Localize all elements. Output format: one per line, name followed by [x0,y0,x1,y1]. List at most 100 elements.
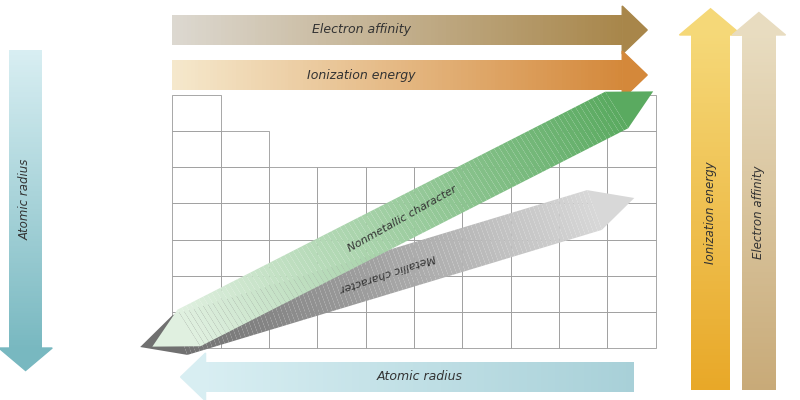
Bar [742,372,775,375]
Polygon shape [479,221,498,262]
Polygon shape [422,183,449,222]
Polygon shape [481,153,508,192]
Bar [356,60,360,90]
Polygon shape [426,181,453,220]
Bar [494,362,498,392]
Bar [270,362,274,392]
Polygon shape [181,353,206,400]
Bar [592,60,596,90]
Bar [691,221,730,224]
Bar [430,362,434,392]
Bar [608,362,612,392]
Polygon shape [454,229,474,270]
Bar [9,263,42,266]
Bar [206,362,210,392]
Bar [9,320,42,323]
Bar [398,362,402,392]
Bar [691,289,730,292]
Bar [607,95,655,131]
Bar [691,141,730,144]
Bar [742,76,775,79]
Bar [691,266,730,269]
Bar [600,15,604,45]
Bar [742,301,775,304]
Polygon shape [455,166,482,204]
Bar [366,312,414,348]
Bar [172,95,221,131]
Bar [9,92,42,95]
Bar [742,174,775,177]
Polygon shape [562,111,590,150]
Bar [691,346,730,348]
Polygon shape [207,292,234,331]
Bar [742,186,775,189]
Bar [622,362,626,392]
Bar [742,118,775,121]
Bar [292,60,296,90]
Bar [221,276,269,312]
Polygon shape [430,236,449,278]
Polygon shape [276,282,295,324]
Bar [9,137,42,140]
Bar [558,15,562,45]
Bar [526,362,530,392]
Polygon shape [251,290,270,331]
Bar [9,323,42,326]
Bar [419,362,423,392]
Bar [510,60,514,90]
Bar [9,154,42,157]
Bar [581,60,585,90]
Bar [484,362,487,392]
Bar [742,103,775,106]
Text: Ionization energy: Ionization energy [307,68,415,82]
Bar [483,60,487,90]
Bar [742,215,775,218]
Bar [367,60,371,90]
Polygon shape [529,206,548,248]
Bar [691,38,730,41]
Text: Electron affinity: Electron affinity [752,166,766,259]
Bar [206,60,210,90]
Polygon shape [622,51,647,99]
Bar [405,362,409,392]
Bar [742,375,775,378]
Bar [262,60,266,90]
Bar [512,362,516,392]
Bar [537,362,541,392]
Bar [412,362,416,392]
Bar [742,91,775,94]
Bar [742,331,775,334]
Polygon shape [198,297,226,335]
Bar [420,15,424,45]
Bar [589,60,593,90]
Bar [234,362,238,392]
Bar [691,135,730,138]
Bar [742,38,775,41]
Bar [9,147,42,149]
Bar [9,169,42,172]
Bar [540,15,544,45]
Bar [742,369,775,372]
Bar [9,273,42,276]
Polygon shape [422,239,440,280]
Bar [742,194,775,198]
Bar [523,362,526,392]
Bar [191,60,195,90]
Bar [9,184,42,186]
Bar [366,276,414,312]
Polygon shape [451,168,478,207]
Bar [691,67,730,70]
Bar [691,369,730,372]
Bar [349,15,353,45]
Bar [214,15,218,45]
Bar [691,82,730,85]
Text: Atomic radius: Atomic radius [377,370,462,384]
Bar [289,15,293,45]
Polygon shape [181,311,200,352]
Bar [254,15,258,45]
Bar [691,280,730,284]
Bar [232,15,236,45]
Bar [362,362,366,392]
Bar [242,362,245,392]
Bar [554,15,558,45]
